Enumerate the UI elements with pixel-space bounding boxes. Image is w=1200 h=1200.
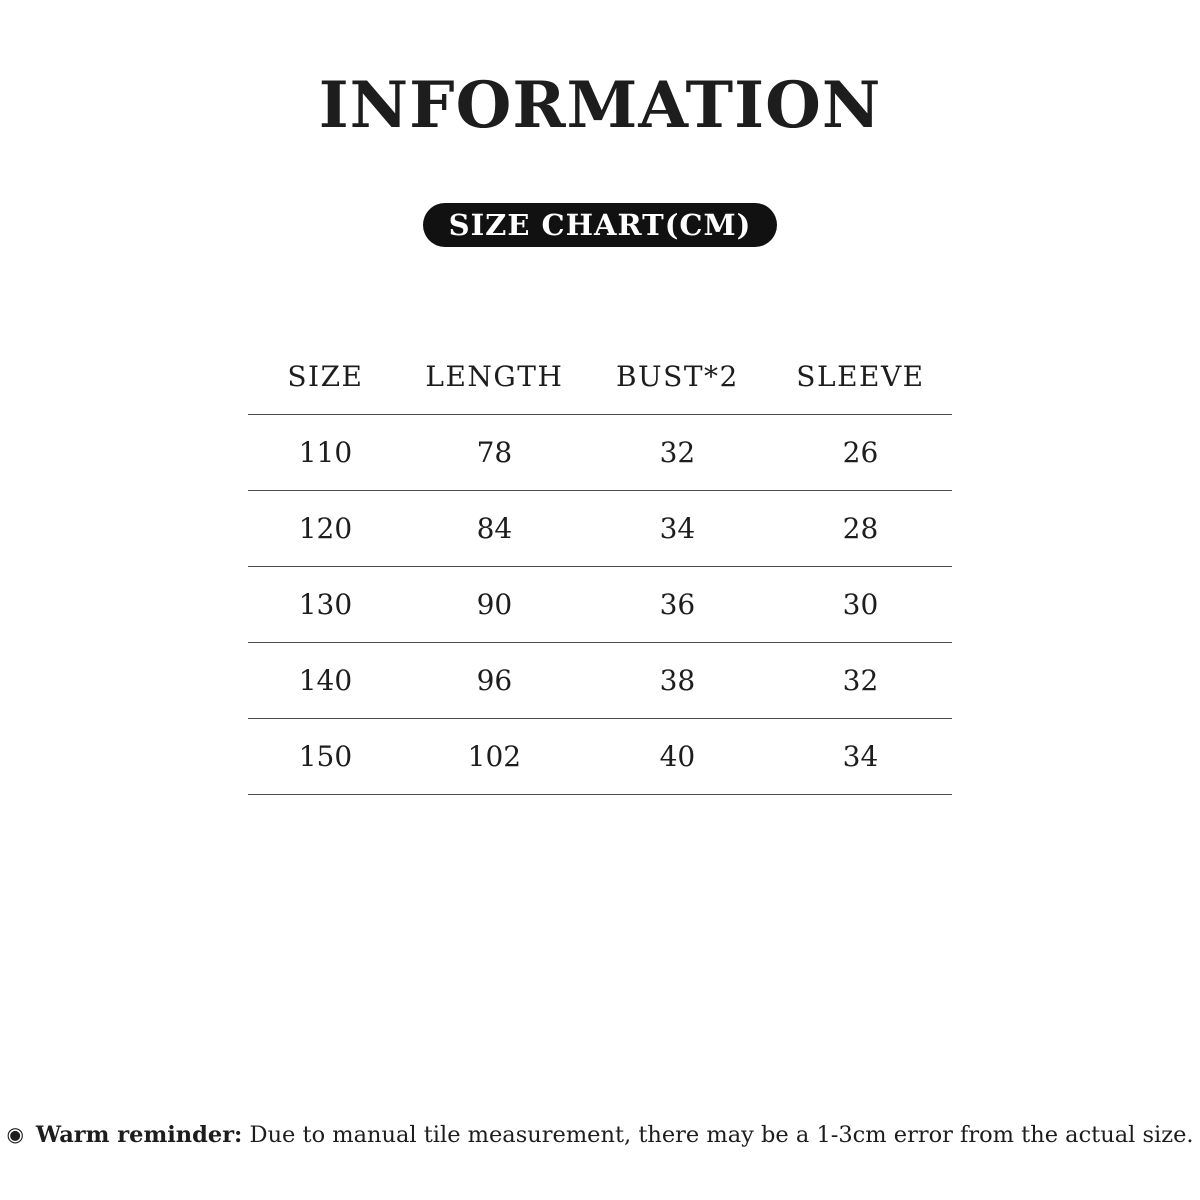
table-cell-length: 84 bbox=[402, 490, 586, 567]
column-header-length: LENGTH bbox=[402, 340, 586, 415]
table-cell-length: 78 bbox=[402, 414, 586, 491]
table-cell-bust: 38 bbox=[585, 642, 769, 719]
table-cell-size: 110 bbox=[248, 414, 403, 491]
size-chart-badge: SIZE CHART(CM) bbox=[422, 203, 778, 247]
table-cell-length: 102 bbox=[402, 718, 586, 795]
size-chart-table: SIZE LENGTH BUST*2 SLEEVE 110 78 32 26 1… bbox=[248, 340, 952, 795]
table-cell-size: 120 bbox=[248, 490, 403, 567]
table-cell-length: 96 bbox=[402, 642, 586, 719]
table-cell-bust: 34 bbox=[585, 490, 769, 567]
table-cell-length: 90 bbox=[402, 566, 586, 643]
reminder-text: Due to manual tile measurement, there ma… bbox=[242, 1122, 1194, 1148]
column-header-sleeve: SLEEVE bbox=[768, 340, 952, 415]
table-row: 110 78 32 26 bbox=[248, 414, 952, 491]
table-header-row: SIZE LENGTH BUST*2 SLEEVE bbox=[248, 340, 952, 415]
table-cell-bust: 40 bbox=[585, 718, 769, 795]
reminder-label: Warm reminder: bbox=[35, 1122, 243, 1148]
table-cell-sleeve: 26 bbox=[768, 414, 952, 491]
table-cell-size: 140 bbox=[248, 642, 403, 719]
table-cell-sleeve: 30 bbox=[768, 566, 952, 643]
table-row: 130 90 36 30 bbox=[248, 566, 952, 643]
table-cell-size: 130 bbox=[248, 566, 403, 643]
badge-container: SIZE CHART(CM) bbox=[0, 203, 1200, 247]
table-row: 140 96 38 32 bbox=[248, 642, 952, 719]
table-row: 150 102 40 34 bbox=[248, 718, 952, 795]
table-cell-sleeve: 28 bbox=[768, 490, 952, 567]
column-header-size: SIZE bbox=[248, 340, 403, 415]
fisheye-bullet-icon: ◉ bbox=[6, 1122, 24, 1146]
table-cell-sleeve: 32 bbox=[768, 642, 952, 719]
table-cell-size: 150 bbox=[248, 718, 403, 795]
table-cell-bust: 36 bbox=[585, 566, 769, 643]
column-header-bust: BUST*2 bbox=[585, 340, 769, 415]
page-title: INFORMATION bbox=[318, 68, 882, 143]
warm-reminder-note: ◉ Warm reminder: Due to manual tile measu… bbox=[0, 1122, 1200, 1148]
table-row: 120 84 34 28 bbox=[248, 490, 952, 567]
table-cell-bust: 32 bbox=[585, 414, 769, 491]
table-cell-sleeve: 34 bbox=[768, 718, 952, 795]
